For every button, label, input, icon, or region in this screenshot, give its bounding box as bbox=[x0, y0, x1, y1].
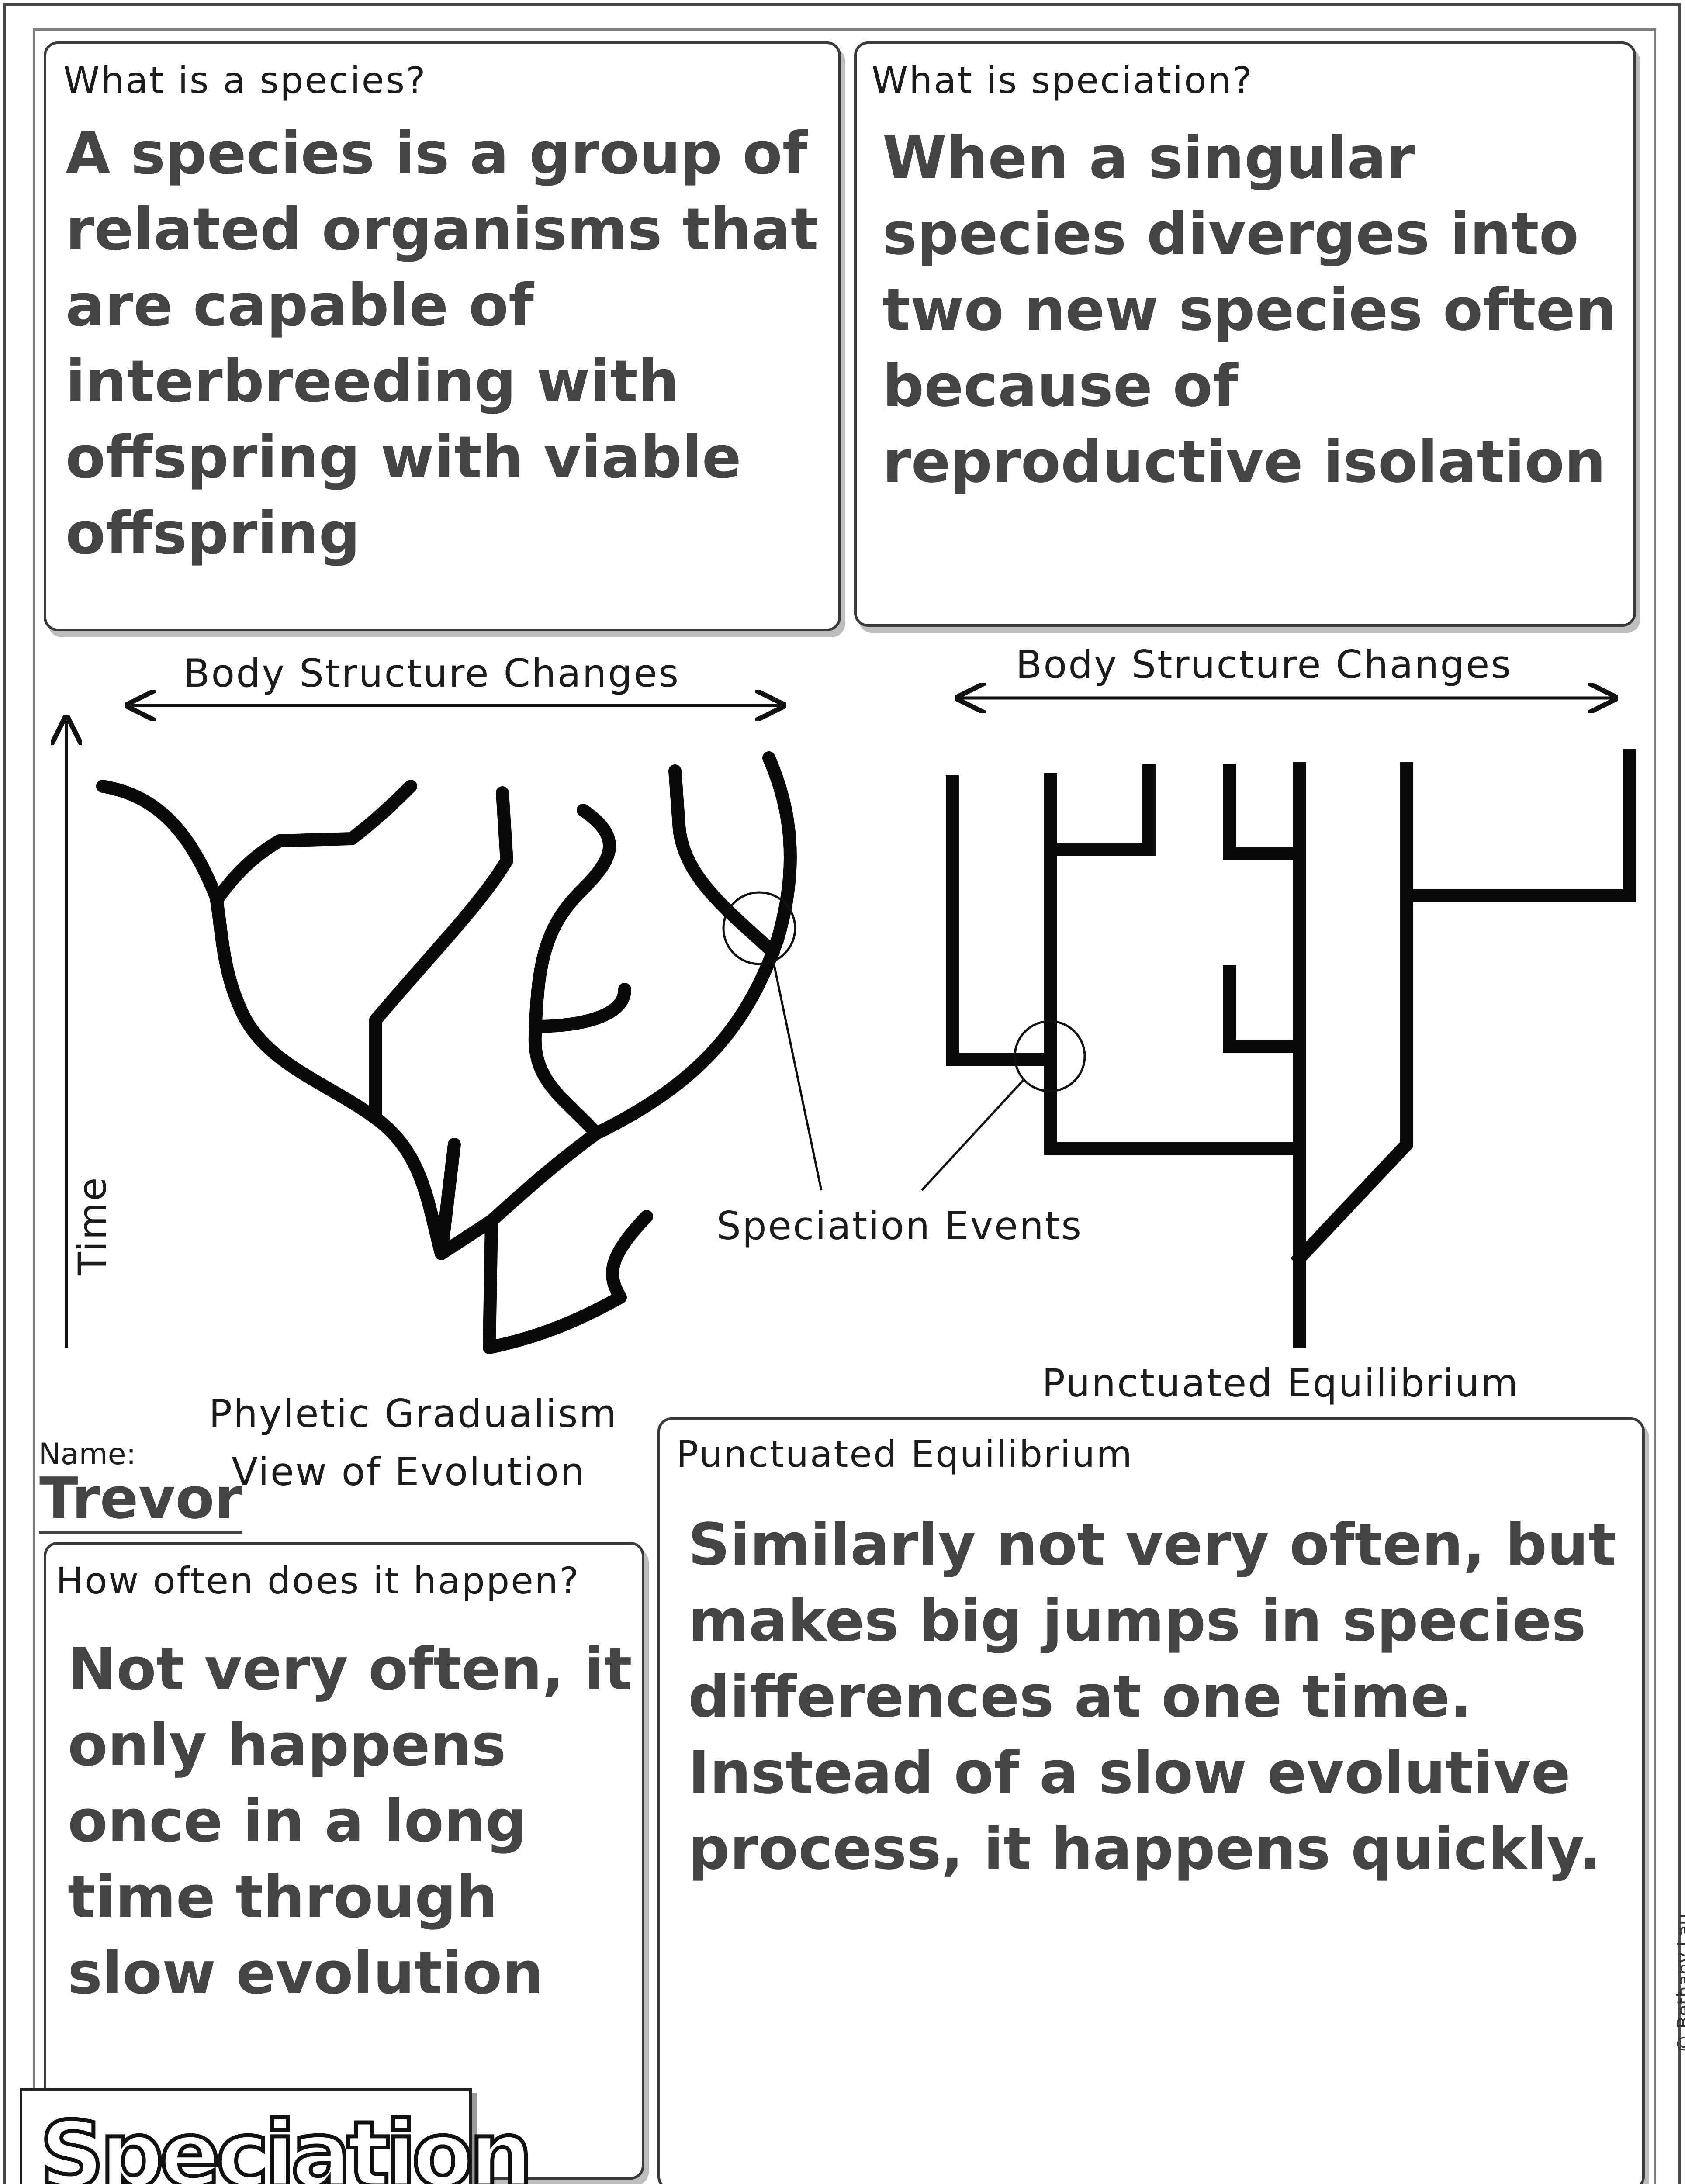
species-question: What is a species? bbox=[63, 59, 427, 102]
species-card bbox=[44, 41, 841, 631]
speciation-card bbox=[854, 41, 1636, 627]
speciation-event-circle-left bbox=[722, 891, 796, 965]
phyletic-gradualism-caption: Phyletic Gradualism bbox=[209, 1391, 618, 1436]
worksheet-border bbox=[3, 3, 1681, 2184]
speciation-question: What is speciation? bbox=[872, 59, 1253, 102]
name-label: Name: bbox=[38, 1437, 136, 1472]
frequency-question: How often does it happen? bbox=[56, 1559, 580, 1602]
title-box: Speciation bbox=[20, 2088, 535, 2184]
species-answer: A species is a group of related organism… bbox=[66, 120, 819, 567]
worksheet-inner-frame bbox=[33, 28, 1656, 2184]
frequency-card bbox=[44, 1542, 644, 2180]
copyright-notice: © Bethany Lau bbox=[1673, 1913, 1685, 2053]
punctuated-equilibrium-card bbox=[657, 1417, 1645, 2184]
punctuated-equilibrium-answer: Similarly not very often, but makes big … bbox=[688, 1511, 1616, 1883]
speciation-event-circle-right bbox=[1014, 1020, 1086, 1092]
speciation-answer: When a singular species diverges into tw… bbox=[882, 124, 1617, 496]
phyletic-gradualism-caption-line2: View of Evolution bbox=[232, 1449, 586, 1494]
worksheet-title: Speciation bbox=[38, 2101, 535, 2184]
time-axis-label: Time bbox=[70, 1176, 115, 1275]
punctuated-equilibrium-question: Punctuated Equilibrium bbox=[676, 1433, 1134, 1476]
speciation-event-pointer-left bbox=[772, 961, 823, 1191]
speciation-events-label: Speciation Events bbox=[716, 1203, 1083, 1248]
punctuated-equilibrium-tree bbox=[946, 749, 1636, 1348]
punctuated-equilibrium-caption: Punctuated Equilibrium bbox=[1042, 1361, 1519, 1406]
phyletic-gradualism-tree bbox=[96, 751, 797, 1354]
left-body-structure-label: Body Structure Changes bbox=[183, 651, 680, 696]
right-body-structure-label: Body Structure Changes bbox=[1016, 642, 1512, 687]
frequency-answer: Not very often, it only happens once in … bbox=[68, 1636, 632, 2007]
speciation-event-pointer-right bbox=[921, 1078, 1025, 1191]
name-value[interactable]: Trevor bbox=[39, 1465, 242, 1534]
speciation-event-markers bbox=[722, 891, 1086, 1191]
